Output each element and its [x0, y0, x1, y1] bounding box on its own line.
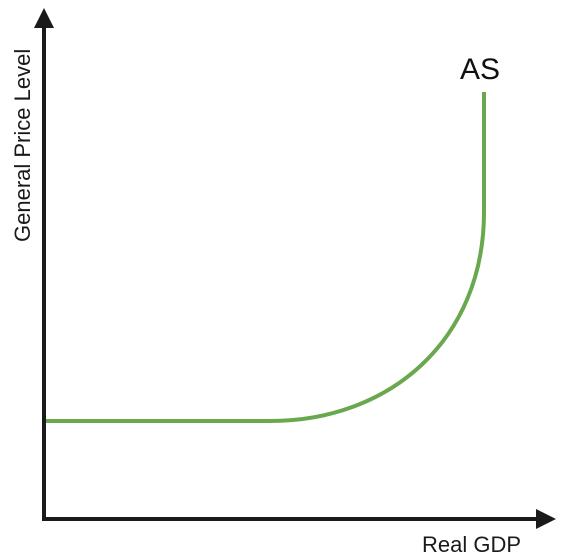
as-curve-label: AS — [460, 53, 500, 86]
y-axis-arrowhead — [34, 8, 54, 28]
x-axis-label: Real GDP — [422, 532, 521, 557]
x-axis-arrowhead — [536, 509, 556, 529]
y-axis-label: General Price Level — [10, 49, 35, 242]
as-curve — [46, 92, 486, 423]
